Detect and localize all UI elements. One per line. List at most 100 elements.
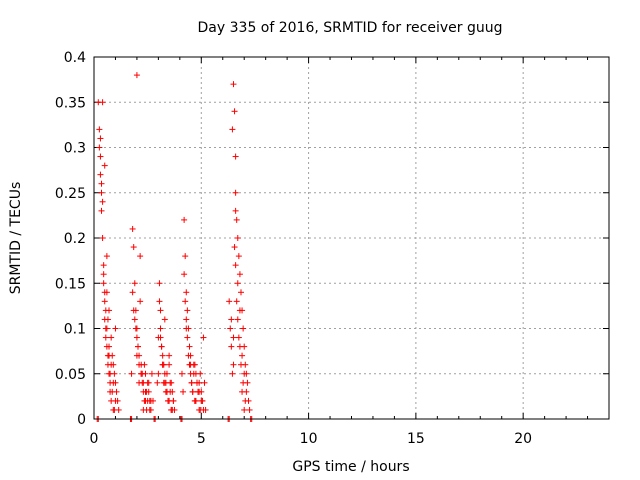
data-point: [98, 189, 105, 196]
data-point: [237, 289, 244, 296]
y-tick-label: 0.3: [64, 141, 86, 157]
data-point: [236, 343, 243, 350]
data-point: [106, 352, 113, 359]
data-point: [134, 343, 141, 350]
data-point: [101, 298, 108, 305]
data-point: [187, 352, 194, 359]
data-point: [239, 388, 246, 395]
data-point: [228, 316, 235, 323]
data-point: [133, 72, 140, 79]
data-point: [112, 325, 119, 332]
data-point: [237, 361, 244, 368]
data-point: [242, 397, 249, 404]
data-point: [166, 361, 173, 368]
data-point: [234, 316, 241, 323]
data-point: [147, 397, 154, 404]
data-point: [178, 370, 185, 377]
data-point: [241, 406, 248, 413]
data-point: [197, 406, 204, 413]
data-point: [240, 325, 247, 332]
data-point: [100, 271, 107, 278]
y-tick-label: 0.1: [64, 322, 86, 338]
data-point: [166, 397, 173, 404]
data-point: [159, 352, 166, 359]
data-point: [102, 307, 109, 314]
data-point: [133, 352, 140, 359]
data-point: [181, 216, 188, 223]
data-point: [161, 370, 168, 377]
data-point: [189, 388, 196, 395]
data-point: [154, 379, 161, 386]
data-point: [101, 289, 108, 296]
data-point: [239, 352, 246, 359]
data-point: [161, 316, 168, 323]
data-point: [232, 207, 239, 214]
data-point: [232, 189, 239, 196]
x-axis-label: GPS time / hours: [292, 459, 409, 475]
data-point: [109, 388, 116, 395]
data-point: [200, 334, 207, 341]
data-point: [184, 334, 191, 341]
data-point: [195, 388, 202, 395]
data-point: [196, 379, 203, 386]
data-point: [181, 271, 188, 278]
data-point: [158, 343, 165, 350]
y-tick-label: 0.4: [64, 50, 86, 66]
data-point: [184, 307, 191, 314]
data-point: [145, 379, 152, 386]
y-tick-label: 0.35: [55, 95, 86, 111]
data-point: [100, 280, 107, 287]
data-point: [246, 406, 253, 413]
data-point: [191, 361, 198, 368]
data-point: [130, 244, 137, 251]
data-point: [131, 280, 138, 287]
data-point: [97, 135, 104, 142]
data-point: [233, 298, 240, 305]
chart-title: Day 335 of 2016, SRMTID for receiver guu…: [198, 20, 503, 36]
data-point: [228, 343, 235, 350]
data-point: [156, 298, 163, 305]
data-point: [156, 280, 163, 287]
data-point: [186, 361, 193, 368]
data-point: [229, 126, 236, 133]
data-point: [240, 379, 247, 386]
data-point: [226, 298, 233, 305]
data-point: [231, 244, 238, 251]
x-tick-label: 15: [407, 431, 425, 447]
data-point: [136, 379, 143, 386]
data-point: [129, 225, 136, 232]
data-point: [146, 406, 153, 413]
data-point: [141, 361, 148, 368]
data-point: [234, 235, 241, 241]
data-point: [107, 370, 114, 377]
data-point: [128, 370, 135, 377]
data-point: [103, 253, 110, 260]
data-point: [98, 207, 105, 214]
data-point: [155, 370, 162, 377]
data-point: [232, 153, 239, 160]
data-point: [157, 307, 164, 314]
plot-frame: [93, 56, 610, 420]
data-point: [192, 397, 199, 404]
data-point: [137, 253, 144, 260]
data-point: [104, 316, 111, 323]
data-point: [130, 307, 137, 314]
data-point: [108, 361, 115, 368]
data-point: [140, 406, 147, 413]
y-axis-label: SRMTID / TECUs: [8, 182, 24, 295]
data-point: [197, 370, 204, 377]
data-point: [182, 253, 189, 260]
y-tick-label: 0.2: [64, 231, 86, 247]
data-point: [231, 108, 238, 115]
data-points: [94, 72, 255, 422]
y-tick-label: 0: [77, 412, 86, 428]
data-point: [190, 370, 197, 377]
axis-ticks: [93, 56, 610, 420]
data-point: [96, 126, 103, 133]
data-point: [232, 262, 239, 269]
data-point: [108, 334, 115, 341]
data-point: [182, 298, 189, 305]
data-point: [229, 370, 236, 377]
data-point: [161, 379, 168, 386]
